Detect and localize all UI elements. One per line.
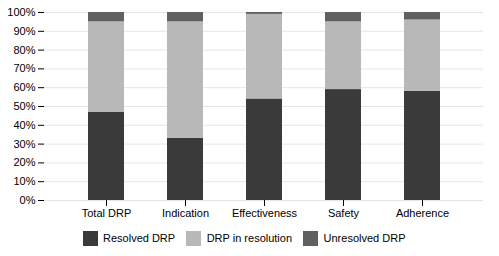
svg-text:50%: 50% xyxy=(13,100,35,112)
svg-text:Total DRP: Total DRP xyxy=(82,207,132,219)
svg-text:Adherence: Adherence xyxy=(396,207,449,219)
svg-text:Safety: Safety xyxy=(328,207,360,219)
svg-text:70%: 70% xyxy=(13,62,35,74)
svg-text:60%: 60% xyxy=(13,81,35,93)
html-text:Resolved DRP: Resolved DRP xyxy=(103,232,176,245)
html-text:DRP in resolution: DRP in resolution xyxy=(206,232,293,245)
svg-text:90%: 90% xyxy=(13,25,35,37)
svg-text:20%: 20% xyxy=(13,156,35,168)
svg-text:30%: 30% xyxy=(13,138,35,150)
svg-text:40%: 40% xyxy=(13,119,35,131)
svg-text:0%: 0% xyxy=(20,194,36,206)
svg-text:100%: 100% xyxy=(7,6,35,18)
svg-text:Indication: Indication xyxy=(162,207,209,219)
svg-text:10%: 10% xyxy=(13,175,35,187)
svg-text:80%: 80% xyxy=(13,44,35,56)
svg-text:Effectiveness: Effectiveness xyxy=(232,207,298,219)
html-text:Unresolved DRP: Unresolved DRP xyxy=(323,232,406,245)
